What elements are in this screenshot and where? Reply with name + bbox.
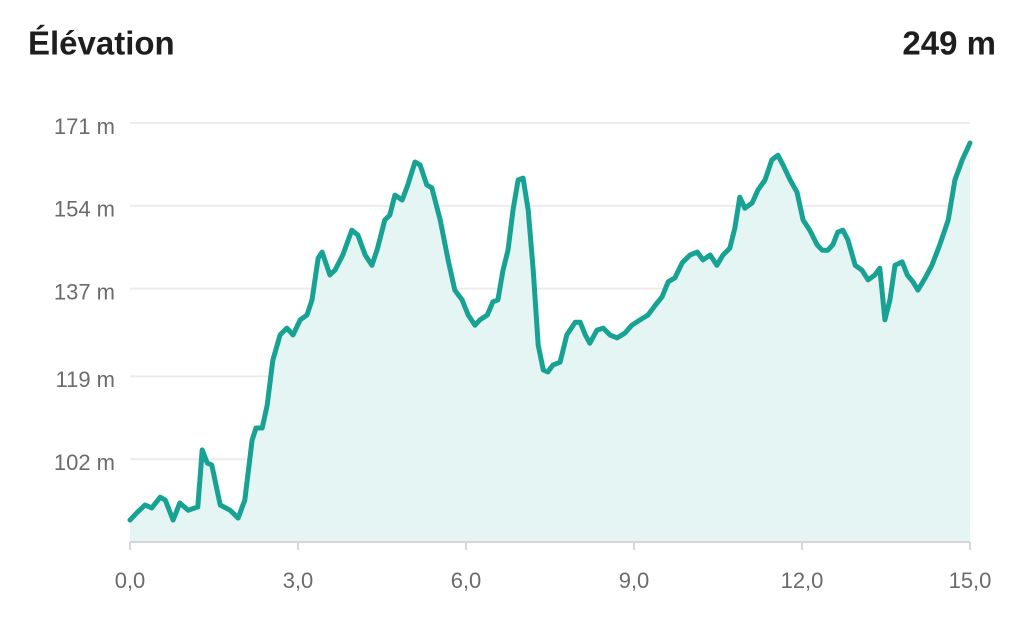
x-tick-label: 12,0	[781, 568, 824, 593]
y-tick-label: 102 m	[54, 450, 115, 475]
y-tick-label: 119 m	[55, 367, 115, 392]
chart-title: Élévation	[28, 25, 175, 62]
elevation-line	[127, 140, 973, 523]
total-ascent: 249 m	[902, 25, 996, 62]
x-tick-label: 9,0	[619, 568, 650, 593]
y-tick-label: 137 m	[54, 279, 115, 304]
y-tick-label: 171 m	[54, 114, 115, 139]
x-tick-label: 3,0	[283, 568, 314, 593]
y-tick-label: 154 m	[54, 197, 115, 222]
x-tick-label: 6,0	[451, 568, 482, 593]
area-fill	[130, 143, 970, 542]
x-tick-label: 15,0	[949, 568, 992, 593]
x-tick-label: 0,0	[115, 568, 146, 593]
